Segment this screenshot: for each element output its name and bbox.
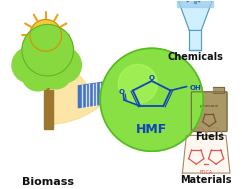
- Text: O: O: [118, 89, 124, 95]
- Circle shape: [30, 19, 61, 51]
- Text: OH: OH: [189, 84, 201, 91]
- Text: Chemicals: Chemicals: [167, 52, 223, 62]
- Polygon shape: [177, 0, 213, 7]
- Text: HMF: HMF: [136, 123, 167, 136]
- Polygon shape: [175, 0, 215, 30]
- Circle shape: [22, 59, 54, 91]
- Circle shape: [22, 24, 74, 76]
- Polygon shape: [46, 35, 103, 124]
- Polygon shape: [189, 30, 201, 50]
- Text: Biomass: Biomass: [22, 177, 74, 187]
- Polygon shape: [213, 87, 224, 93]
- Text: O: O: [149, 75, 155, 81]
- Text: FDCA: FDCA: [200, 170, 213, 175]
- Circle shape: [40, 57, 71, 89]
- Bar: [44, 90, 53, 129]
- Polygon shape: [165, 80, 182, 108]
- Circle shape: [100, 48, 203, 151]
- Circle shape: [12, 47, 48, 83]
- Polygon shape: [78, 80, 118, 108]
- Circle shape: [118, 64, 157, 104]
- FancyBboxPatch shape: [191, 92, 227, 132]
- Text: Materials: Materials: [181, 175, 232, 185]
- Text: p-hexane: p-hexane: [200, 104, 219, 108]
- Text: Fuels: Fuels: [195, 132, 224, 142]
- Polygon shape: [182, 136, 230, 173]
- Circle shape: [46, 47, 81, 83]
